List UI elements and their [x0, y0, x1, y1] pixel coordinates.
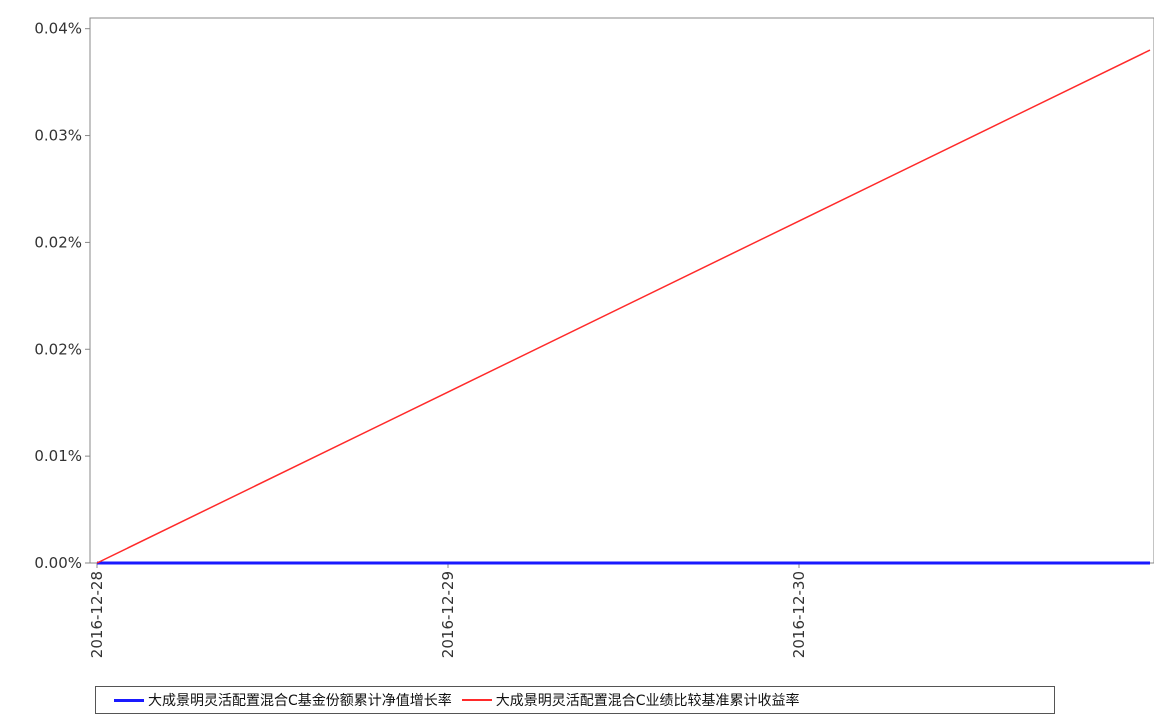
plot-frame — [89, 17, 1154, 564]
legend-swatch-nav-growth — [114, 698, 144, 702]
x-tick-label: 2016-12-30 — [790, 571, 808, 658]
y-tick-label: 0.04% — [34, 20, 82, 38]
legend-swatch-benchmark-return — [461, 699, 492, 701]
legend-item-nav-growth: 大成景明灵活配置混合C基金份额累计净值增长率 — [114, 690, 452, 710]
legend: 大成景明灵活配置混合C基金份额累计净值增长率 大成景明灵活配置混合C业绩比较基准… — [95, 686, 1055, 714]
series-line-benchmark-return — [96, 49, 1151, 564]
legend-label-benchmark-return: 大成景明灵活配置混合C业绩比较基准累计收益率 — [495, 693, 800, 709]
line-chart: 0.00% 0.01% 0.02% 0.02% 0.03% 0.04% 2016-12-28… — [34, 17, 1154, 658]
y-tick-label: 0.02% — [34, 340, 82, 358]
legend-item-benchmark-return: 大成景明灵活配置混合C业绩比较基准累计收益率 — [461, 690, 800, 710]
y-tick-label: 0.02% — [34, 233, 82, 251]
legend-label-nav-growth: 大成景明灵活配置混合C基金份额累计净值增长率 — [148, 693, 452, 709]
plot-area: 0.00% 0.01% 0.02% 0.02% 0.03% 0.04% 2016-12-28… — [34, 17, 1154, 658]
x-tick-label: 2016-12-29 — [439, 571, 457, 658]
x-tick-label: 2016-12-28 — [88, 571, 106, 658]
y-tick-label: 0.01% — [34, 447, 82, 465]
y-tick-label: 0.00% — [34, 554, 82, 572]
y-tick-label: 0.03% — [34, 127, 82, 145]
